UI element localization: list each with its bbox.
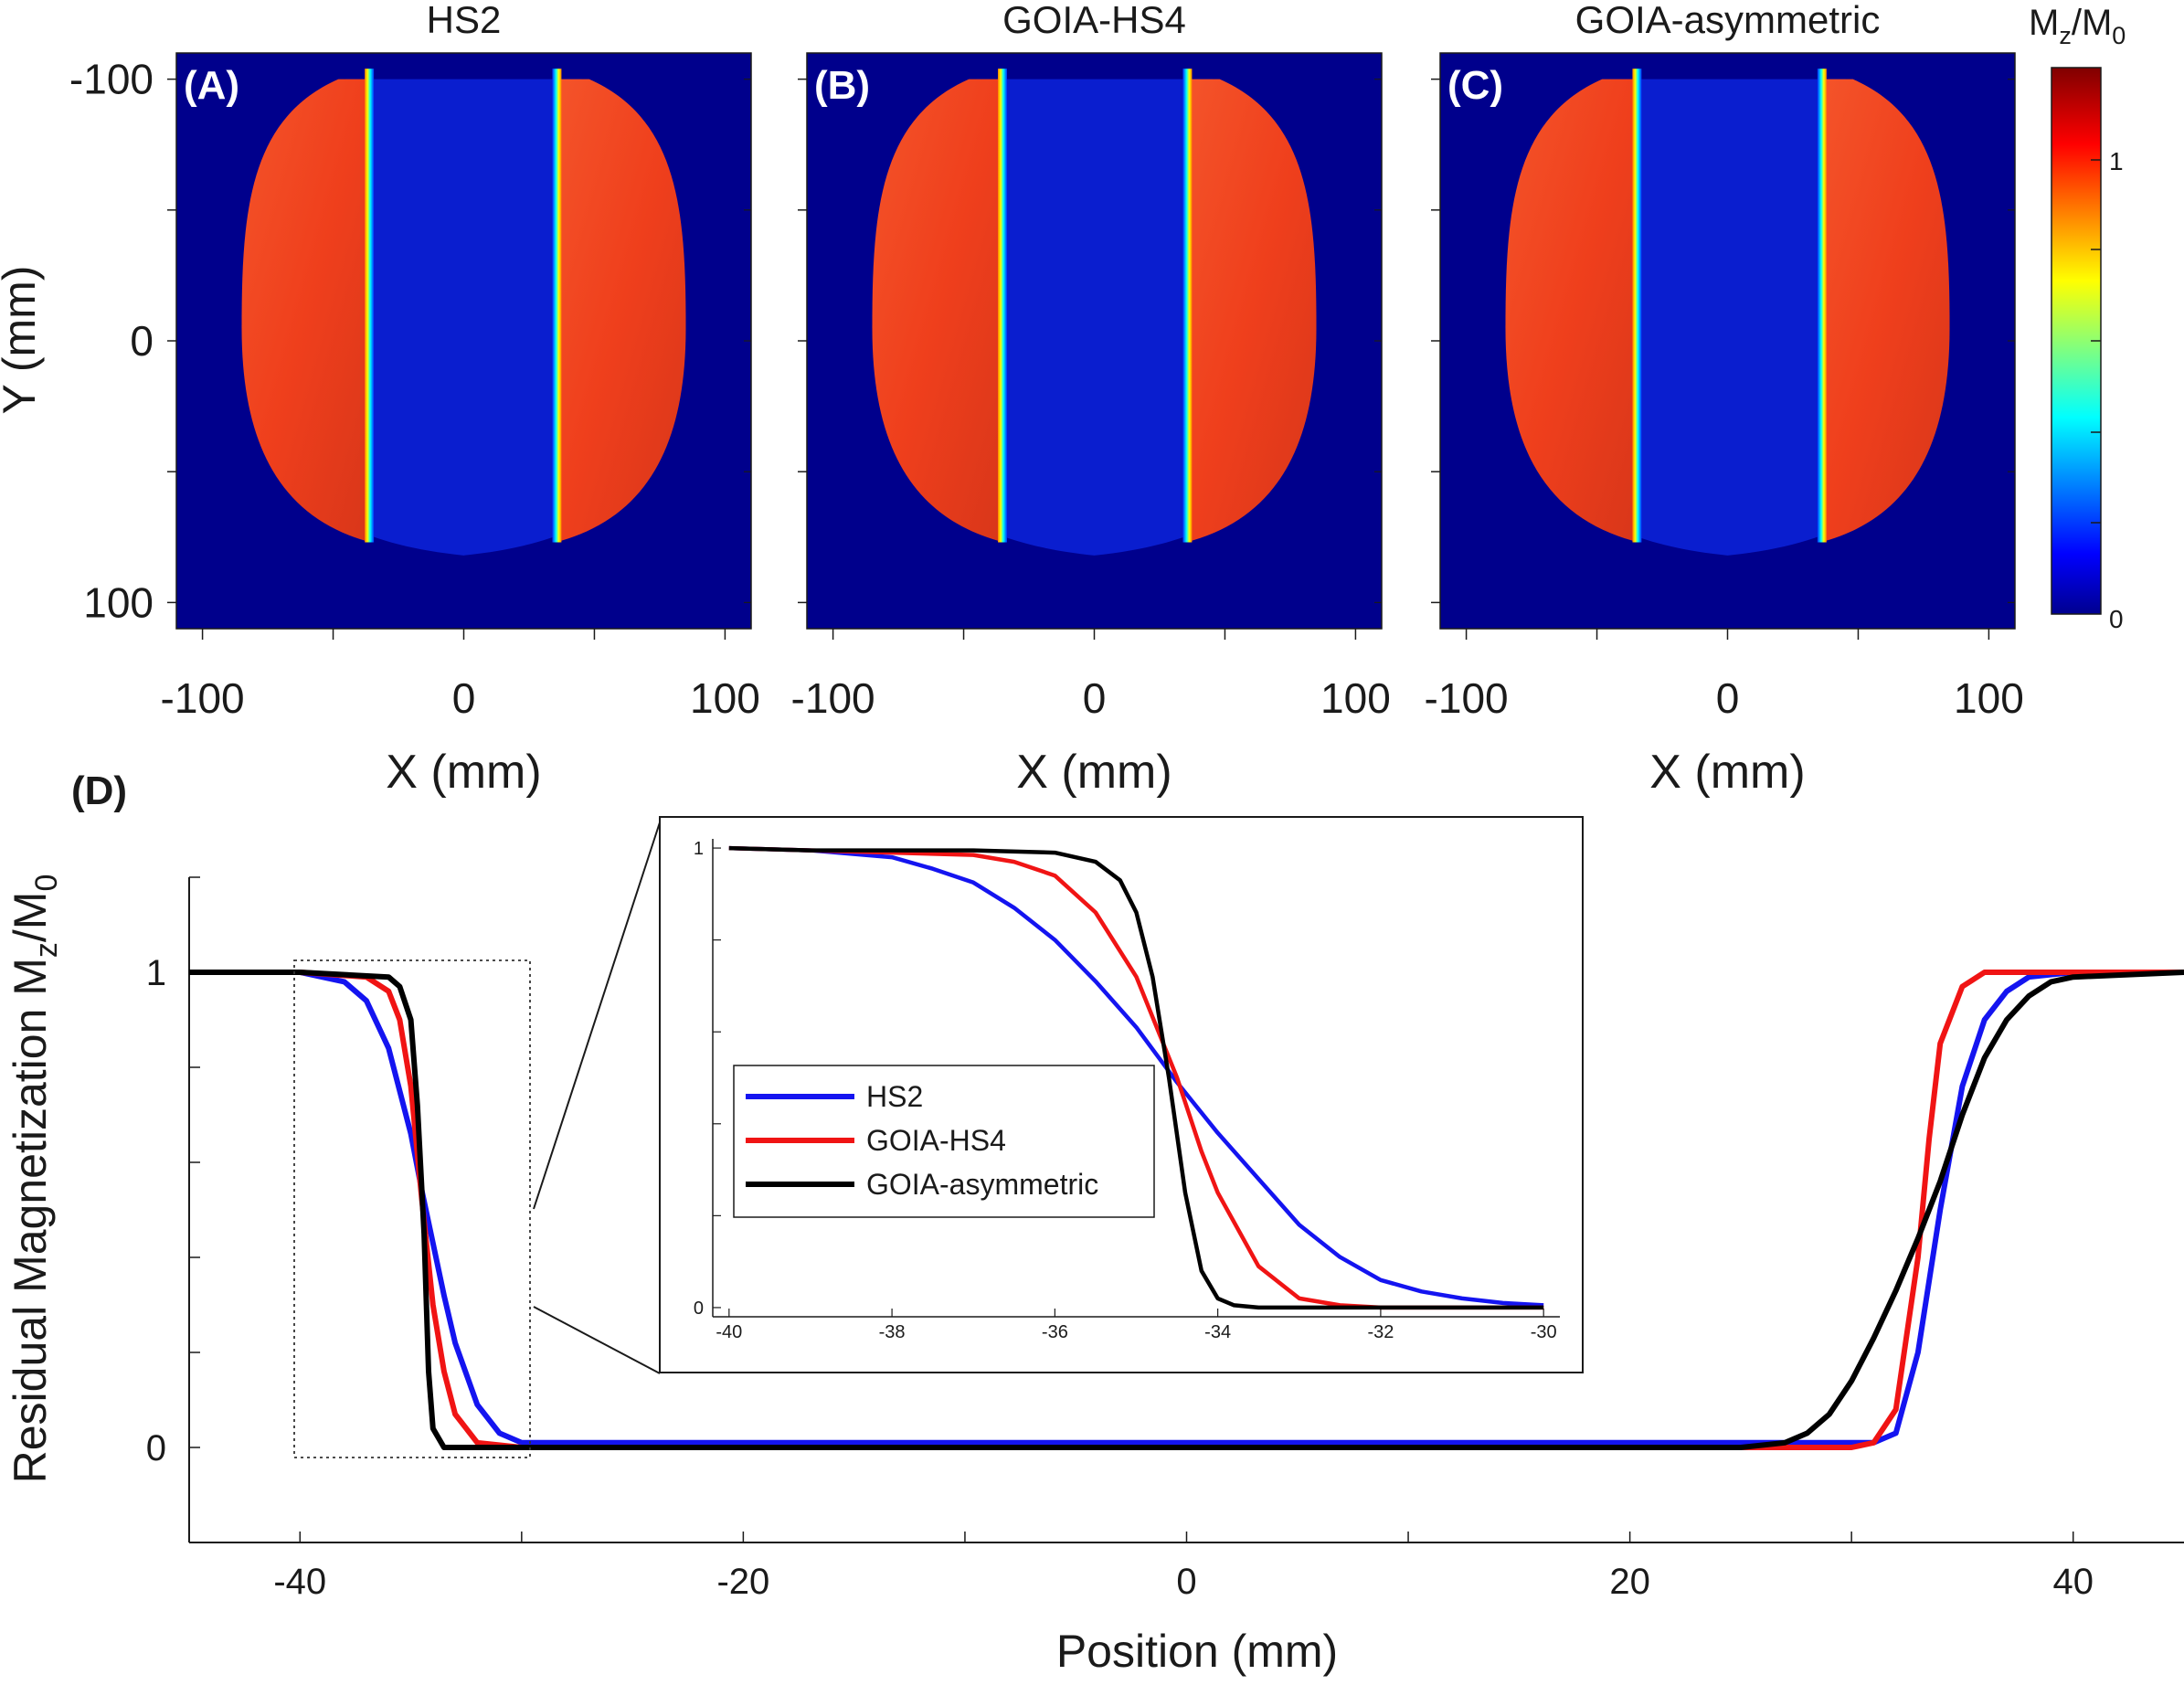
image-x-tick-label: 0 [1083, 674, 1107, 722]
heatmap-panel-letter: (C) [1447, 63, 1503, 108]
right-unsaturated-region [555, 79, 686, 543]
main-series-hs2 [189, 970, 2184, 1446]
colorbar-label: Mz/M0 [2029, 3, 2126, 49]
colorbar-tick-1: 1 [2109, 147, 2124, 175]
image-y-tick-label: 100 [83, 578, 154, 626]
image-x-tick-label: 100 [1320, 674, 1391, 722]
image-x-tick-label: -100 [161, 674, 245, 722]
image-x-axis-label: X (mm) [1649, 746, 1805, 799]
heatmap-panel-letter: (B) [814, 63, 870, 108]
inset-x-tick-label: -32 [1367, 1322, 1394, 1342]
legend-label: GOIA-asymmetric [866, 1168, 1098, 1201]
main-x-tick-label: 20 [1609, 1562, 1650, 1602]
image-y-axis-label: Y (mm) [0, 266, 45, 415]
inset-x-tick-label: -40 [716, 1322, 742, 1342]
legend-label: HS2 [866, 1080, 923, 1113]
image-x-tick-label: 100 [690, 674, 760, 722]
main-y-axis-label: Residual Magnetization Mz/M0 [5, 874, 64, 1484]
left-transition-edge [1632, 69, 1642, 543]
main-x-tick-label: 0 [1176, 1562, 1196, 1602]
heatmap-panel-letter: (A) [184, 63, 239, 108]
image-x-axis-label: X (mm) [1016, 746, 1172, 799]
inset-x-tick-label: -34 [1204, 1322, 1231, 1342]
inset-y-tick-label: 1 [694, 839, 704, 859]
image-y-tick-label: -100 [69, 56, 154, 103]
inset-series-goia-asymmetric [728, 845, 1544, 1310]
image-y-tick-label: 0 [130, 317, 154, 365]
zoom-connector-bottom [533, 1306, 661, 1374]
inset-x-tick-label: -36 [1042, 1322, 1068, 1342]
right-unsaturated-region [1185, 79, 1317, 543]
inset-x-tick-label: -38 [879, 1322, 906, 1342]
main-series-goia-asymmetric [189, 970, 2184, 1450]
left-transition-edge [998, 69, 1008, 543]
zoom-connector-top [533, 822, 661, 1210]
right-transition-edge [552, 69, 562, 543]
left-transition-edge [365, 69, 375, 543]
main-y-tick-label: 1 [146, 953, 166, 993]
left-unsaturated-region [872, 79, 1004, 543]
heatmap-panel-b: -100 0 100 X (mm) GOIA-HS4 (B) [791, 0, 1391, 799]
right-transition-edge [1817, 69, 1827, 543]
right-unsaturated-region [1819, 79, 1950, 543]
heatmap-title: GOIA-HS4 [1002, 0, 1186, 41]
colorbar: 1 0 Mz/M0 [2029, 3, 2126, 633]
left-unsaturated-region [1505, 79, 1639, 543]
image-x-tick-label: -100 [791, 674, 875, 722]
image-x-tick-label: 100 [1954, 674, 2024, 722]
left-unsaturated-region [241, 79, 372, 543]
image-x-tick-label: 0 [1716, 674, 1740, 722]
legend-label: GOIA-HS4 [866, 1124, 1006, 1157]
panel-d-letter: (D) [71, 768, 127, 813]
heatmap-panel-c: -100 0 100 X (mm) GOIA-asymmetric (C) [1425, 0, 2024, 799]
main-line-plot: -40 -20 0 20 40 1 0 [146, 876, 2184, 1602]
main-y-tick-label: 0 [146, 1428, 166, 1468]
heatmap-title: HS2 [427, 0, 502, 41]
zoom-region-box [293, 959, 531, 1458]
main-x-tick-label: 40 [2052, 1562, 2094, 1602]
colorbar-tick-0: 0 [2109, 605, 2124, 633]
legend: HS2 GOIA-HS4 GOIA-asymmetric [733, 1065, 1155, 1218]
right-transition-edge [1182, 69, 1193, 543]
heatmap-title: GOIA-asymmetric [1575, 0, 1881, 41]
inset-y-tick-label: 0 [694, 1298, 704, 1319]
inset-x-tick-label: -30 [1531, 1322, 1557, 1342]
image-x-tick-label: -100 [1425, 674, 1509, 722]
main-x-tick-label: -20 [716, 1562, 769, 1602]
main-x-axis-label: Position (mm) [1056, 1626, 1338, 1677]
image-x-tick-label: 0 [452, 674, 476, 722]
main-x-tick-label: -40 [273, 1562, 326, 1602]
zoom-inset: -40 -38 -36 -34 -32 -30 1 0 HS2 GOIA-HS4 GOIA-asy… [659, 816, 1584, 1373]
image-x-axis-label: X (mm) [386, 746, 541, 799]
